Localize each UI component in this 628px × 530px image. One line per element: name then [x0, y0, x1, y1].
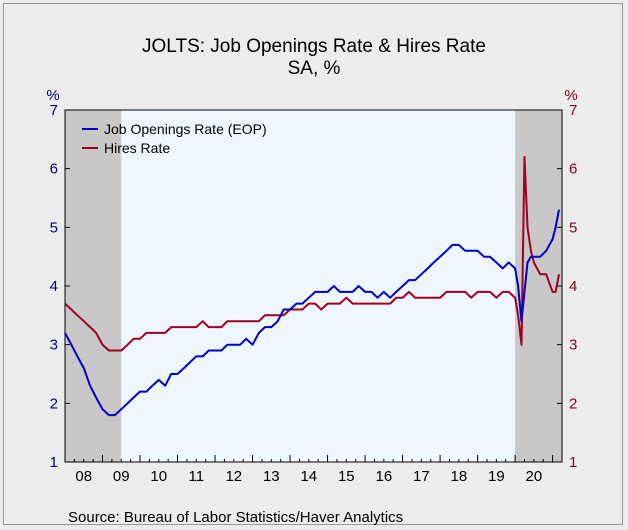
left-y-tick-label: 4	[50, 278, 58, 295]
x-tick-label: 12	[225, 468, 242, 485]
right-y-tick-label: 4	[569, 278, 577, 295]
right-y-tick-label: 6	[569, 161, 577, 178]
right-y-tick-label: 2	[569, 395, 577, 412]
chart-subtitle: SA, %	[287, 58, 341, 79]
legend-label: Hires Rate	[104, 140, 170, 156]
hires-rate-line	[64, 155, 560, 352]
right-y-tick-label: 7	[569, 102, 577, 119]
x-tick-label: 14	[300, 468, 317, 485]
right-axis-unit: %	[564, 87, 577, 104]
left-axis-unit: %	[46, 87, 59, 104]
x-tick-label: 11	[188, 468, 204, 485]
x-tick-label: 08	[75, 468, 92, 485]
plot-area	[65, 110, 562, 462]
x-tick-label: 19	[488, 468, 505, 485]
left-y-tick-label: 7	[50, 102, 58, 119]
x-tick-label: 13	[263, 468, 280, 485]
x-tick-label: 18	[451, 468, 468, 485]
right-y-tick-label: 1	[569, 454, 577, 471]
left-y-tick-label: 6	[50, 161, 58, 178]
job-openings-line	[64, 209, 560, 417]
left-y-tick-label: 2	[50, 395, 58, 412]
x-tick-label: 17	[413, 468, 430, 485]
legend-label: Job Openings Rate (EOP)	[104, 121, 267, 137]
left-y-tick-label: 3	[50, 337, 58, 354]
x-tick-label: 16	[375, 468, 392, 485]
left-y-tick-label: 5	[50, 219, 58, 236]
x-tick-label: 15	[338, 468, 355, 485]
x-tick-label: 20	[526, 468, 543, 485]
left-y-tick-label: 1	[50, 454, 58, 471]
right-y-tick-label: 3	[569, 337, 577, 354]
source-note: Source: Bureau of Labor Statistics/Haver…	[68, 509, 404, 526]
x-tick-label: 10	[150, 468, 167, 485]
recession-band-0	[65, 110, 122, 462]
right-y-tick-label: 5	[569, 219, 577, 236]
x-tick-label: 09	[113, 468, 130, 485]
chart-title: JOLTS: Job Openings Rate & Hires Rate	[142, 36, 486, 57]
